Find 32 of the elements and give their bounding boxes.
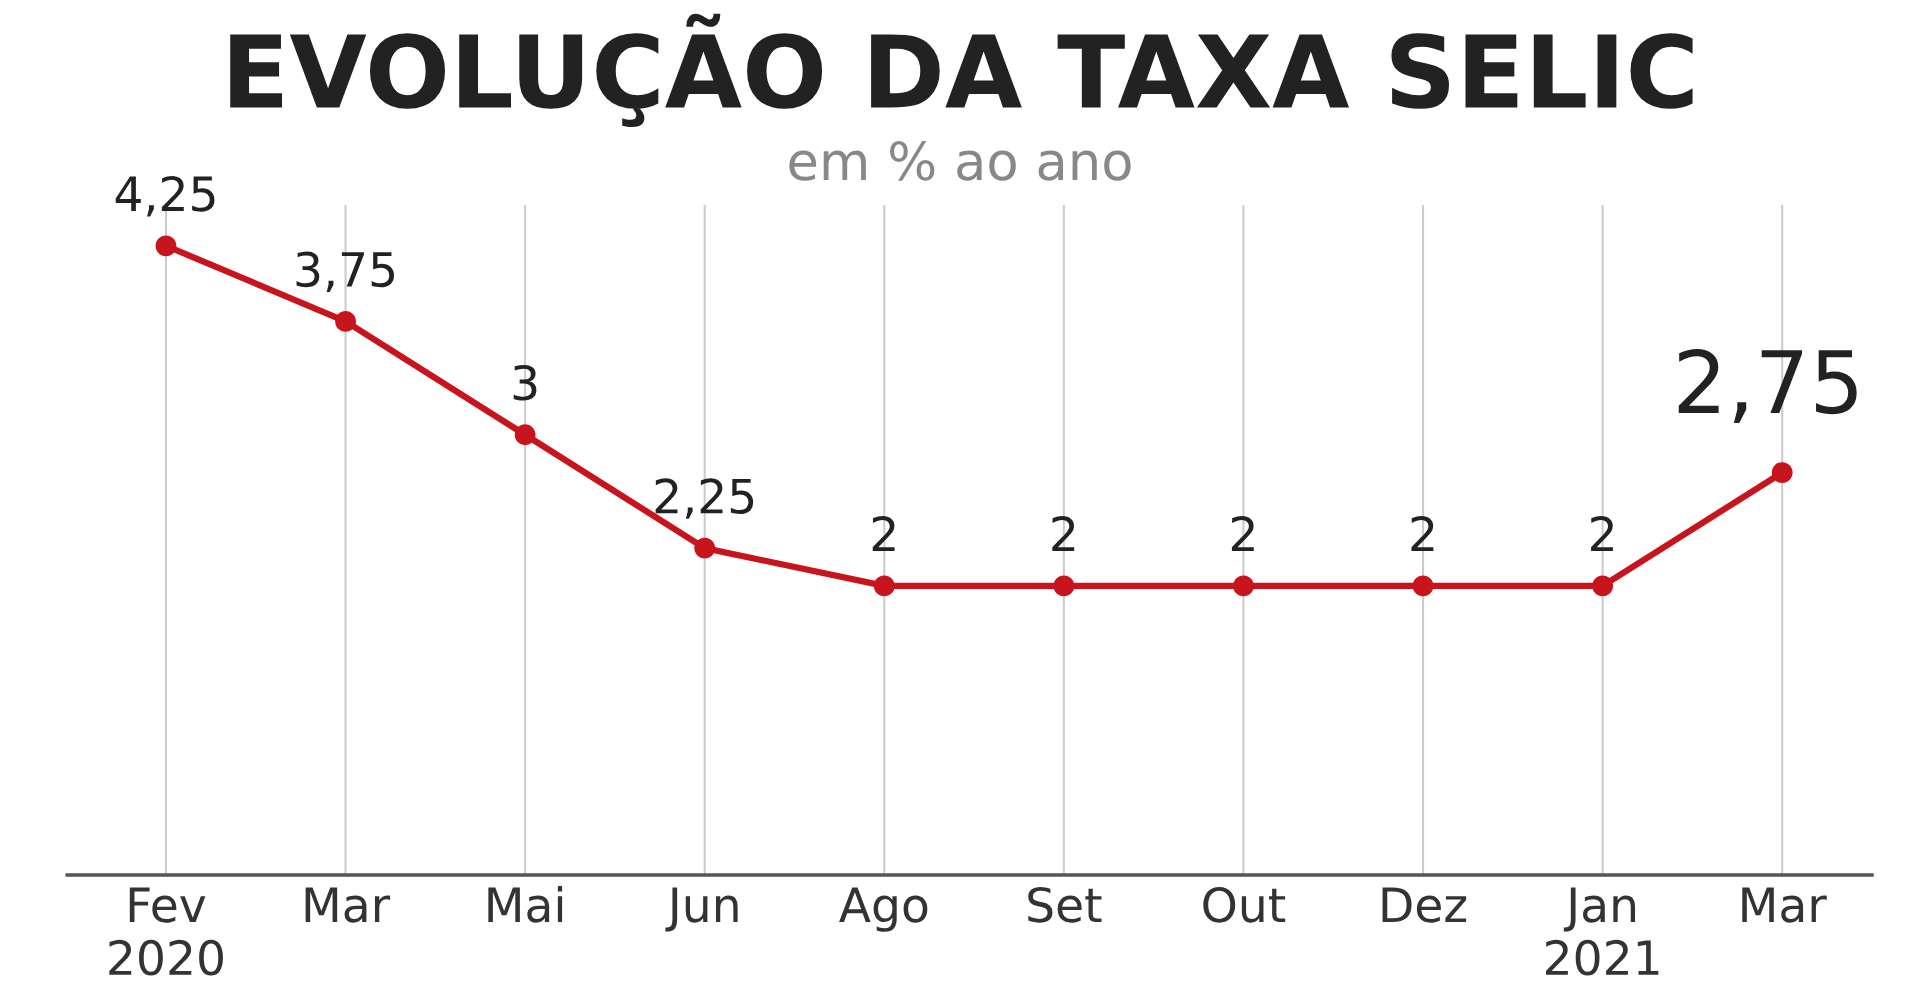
data-label: 3 <box>513 364 537 401</box>
data-label: 3,75 <box>296 251 394 293</box>
point <box>1053 575 1075 597</box>
data-label: 2 <box>1231 516 1254 552</box>
data-label: 2,25 <box>655 478 754 519</box>
data-label: 2 <box>872 516 895 552</box>
point <box>1771 462 1793 483</box>
x-tick-label: Jun <box>665 887 738 932</box>
point <box>514 424 536 446</box>
point <box>1592 575 1614 597</box>
x-tick-label: Mar <box>305 887 391 923</box>
x-tick-label: Fev 2020 <box>109 887 223 976</box>
chart-title: EVOLUÇÃO DA TAXA SELIC <box>230 13 1693 127</box>
point <box>155 235 177 257</box>
x-tick-label: Ago <box>839 887 928 932</box>
point <box>1233 575 1254 597</box>
point <box>873 575 895 597</box>
x-tick-label: Mai <box>488 886 563 923</box>
x-tick-label: Dez <box>1382 887 1467 923</box>
point <box>335 310 356 332</box>
x-tick-label: Mar <box>1742 887 1827 923</box>
x-tick-label: Out <box>1203 886 1286 923</box>
x-tick-label: Jan 2021 <box>1546 887 1659 976</box>
point <box>1412 575 1434 597</box>
x-tick-label: Set <box>1028 886 1102 923</box>
chart-subtitle: em % ao ano <box>789 140 1131 181</box>
data-label: 2 <box>1591 516 1613 552</box>
data-label: 2,75 <box>1678 349 1857 423</box>
point <box>694 537 716 559</box>
data-label: 2 <box>1411 516 1434 552</box>
data-label: 4,25 <box>115 175 215 217</box>
data-label: 2 <box>1052 516 1075 552</box>
